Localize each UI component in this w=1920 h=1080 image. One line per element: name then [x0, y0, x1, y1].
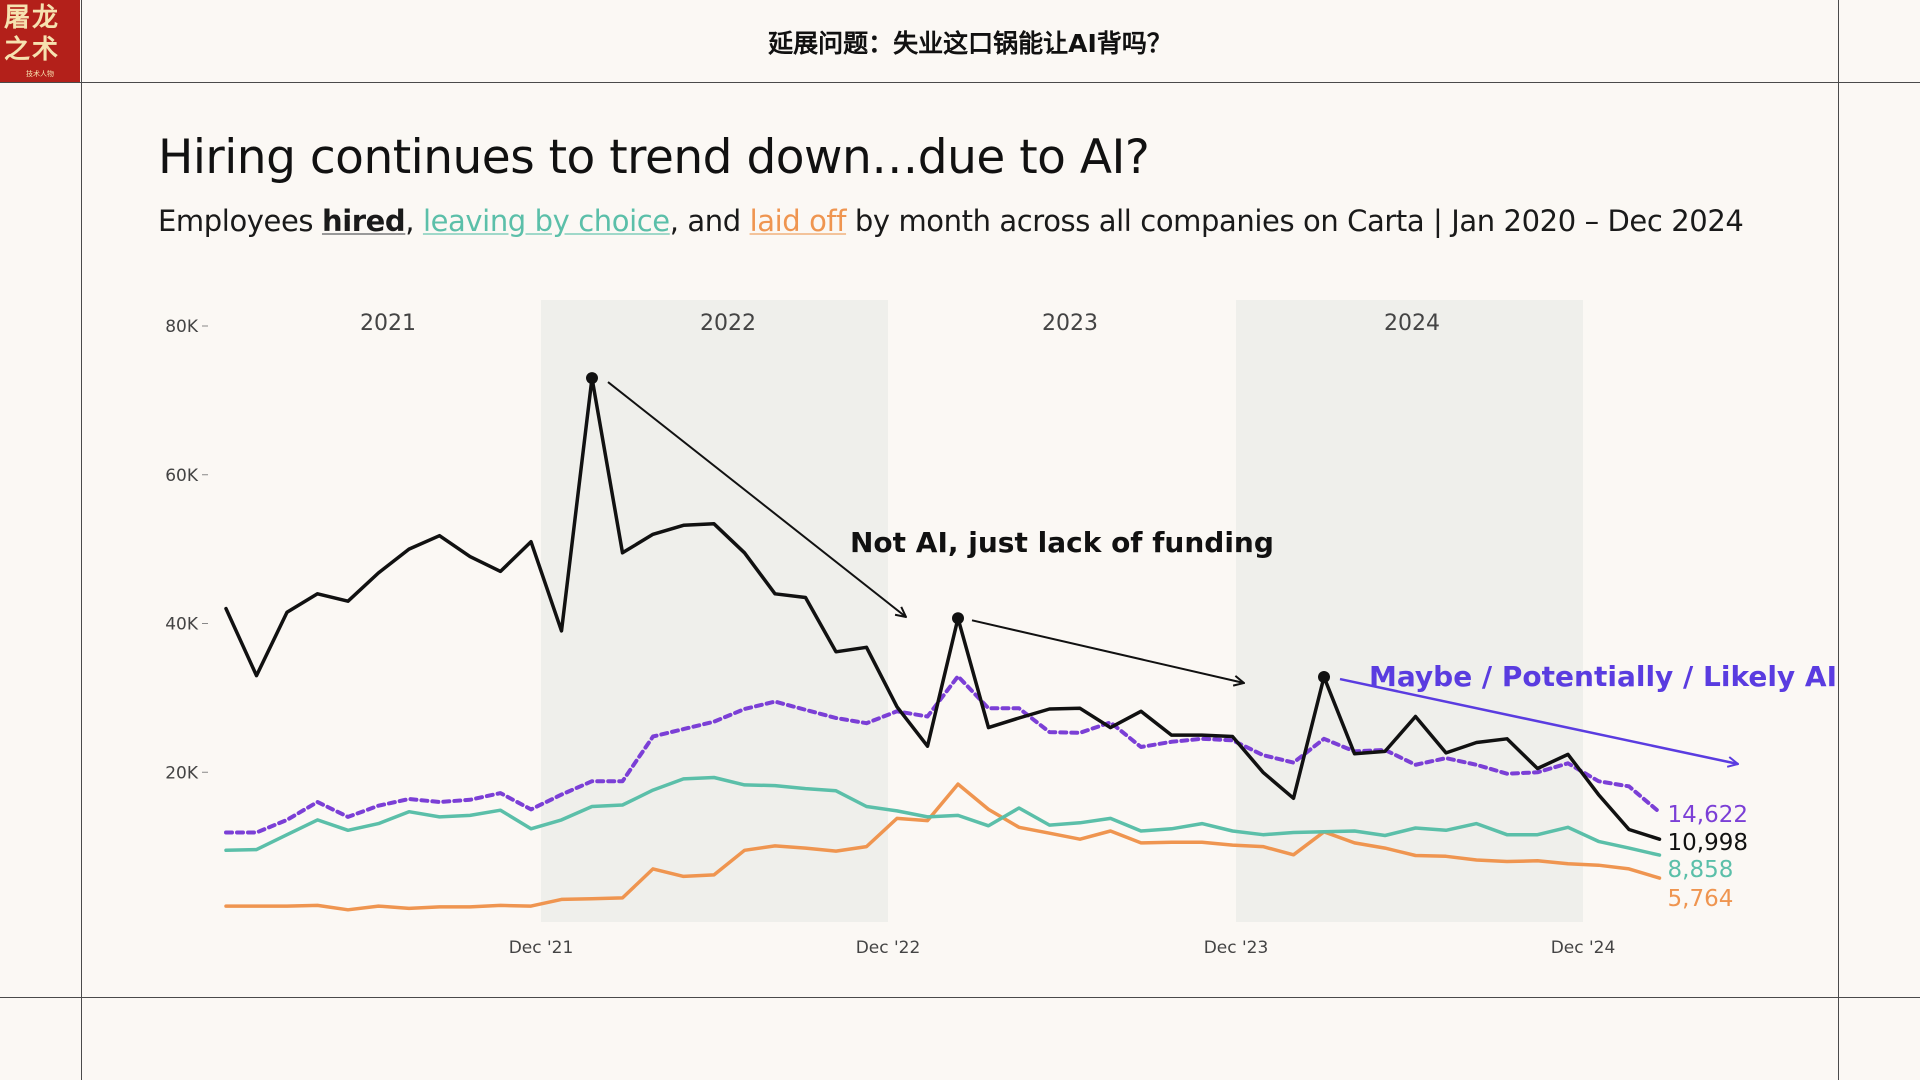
peak-marker [586, 372, 598, 385]
x-tick-label: Dec '23 [1204, 938, 1269, 958]
y-tick-label-80K: 80K [165, 317, 199, 337]
annotation-ai: Maybe / Potentially / Likely AI [1369, 660, 1837, 693]
series-line-laid-off [224, 782, 1662, 912]
peak-marker [1318, 671, 1330, 684]
left-frame-border [81, 0, 82, 1080]
logo-text: 屠龙之术 [4, 3, 61, 65]
series-line-hired [224, 376, 1662, 841]
ai-trend-arrow [1339, 677, 1738, 764]
page-title: 延展问题：失业这口锅能让AI背吗？ [768, 29, 1172, 58]
right-frame-border [1838, 0, 1839, 1080]
logo-subtext: 技术人物 [26, 71, 54, 78]
year-band-2024 [1236, 300, 1583, 922]
x-tick-label: Dec '24 [1551, 938, 1616, 958]
y-tick-label-20K: 20K [165, 763, 199, 783]
x-tick-label: Dec '22 [856, 938, 921, 958]
subtitle-prefix: Employees [158, 204, 322, 238]
series-end-label-dotted: 14,622 [1668, 802, 1748, 828]
subtitle-laid-off: laid off [749, 204, 847, 238]
subtitle-suffix: by month across all companies on Carta |… [846, 204, 1744, 238]
x-tick-label: Dec '21 [509, 938, 574, 958]
footer-divider [0, 997, 1920, 998]
peak-marker [952, 612, 964, 625]
subtitle-leaving: leaving by choice [422, 204, 670, 238]
y-tick-label-60K: 60K [165, 466, 199, 486]
trend-arrow-2 [971, 619, 1244, 683]
year-label-2024: 2024 [1384, 311, 1440, 336]
year-label-2021: 2021 [360, 311, 416, 336]
header-divider [0, 82, 1920, 83]
brand-logo-seal: 屠龙之术 技术人物 [0, 0, 80, 82]
chart-title: Hiring continues to trend down…due to AI… [158, 130, 1150, 185]
series-end-label-leaving: 8,858 [1668, 857, 1734, 883]
annotation-funding: Not AI, just lack of funding [850, 526, 1274, 559]
year-band-2022 [541, 300, 888, 922]
trend-arrow-1 [607, 381, 906, 617]
subtitle-hired: hired [321, 204, 406, 238]
year-label-2022: 2022 [700, 311, 756, 336]
series-line-leaving [224, 775, 1662, 857]
year-label-2023: 2023 [1042, 311, 1098, 336]
series-end-label-hired: 10,998 [1668, 830, 1748, 856]
subtitle-sep1: , [405, 204, 423, 238]
series-end-label-laid-off: 5,764 [1668, 886, 1734, 912]
subtitle-sep2: , and [669, 204, 750, 238]
series-line-dotted [224, 674, 1662, 835]
chart-subtitle: Employees hired, leaving by choice, and … [158, 204, 1744, 238]
y-tick-label-40K: 40K [165, 615, 199, 635]
